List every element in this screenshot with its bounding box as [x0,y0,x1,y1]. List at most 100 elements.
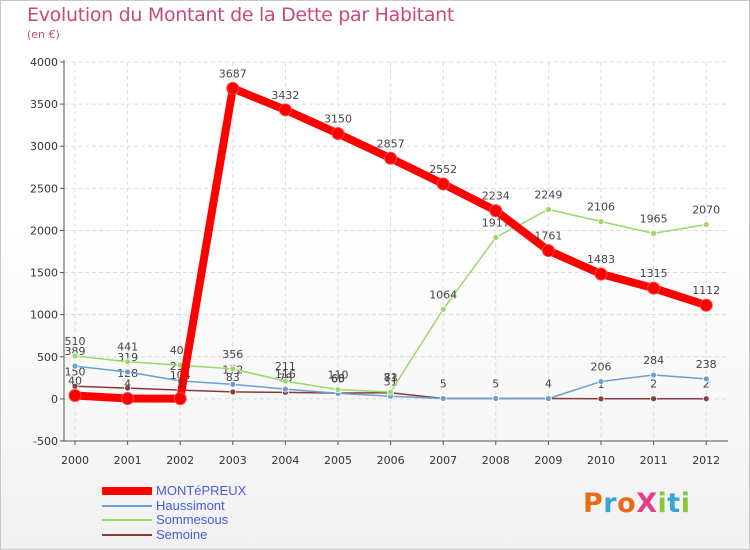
legend-item-montepreux: MONTéPREUX [102,484,246,499]
data-label: 284 [643,354,664,367]
logo-letter: o [617,488,637,519]
data-point [597,218,605,225]
legend-label-sommesous: Sommesous [156,512,229,528]
data-label: 5 [492,377,499,390]
data-label: 1761 [534,230,562,243]
data-point [647,281,661,295]
data-label: 65 [331,372,345,385]
legend: MONTéPREUX Haussimont Sommesous Semoine [102,484,246,542]
data-point [439,305,447,313]
data-label: 2 [650,378,657,391]
data-label: 4 [545,378,552,391]
data-label: 1315 [640,267,668,280]
logo-letter: t [667,488,681,519]
legend-item-haussimont: Haussimont [102,497,246,514]
x-tick-label: 2003 [219,454,247,467]
data-point [594,267,608,281]
data-point [702,221,710,228]
data-point [597,378,605,385]
data-point [124,368,131,376]
chart-subtitle: (en €) [27,28,60,41]
data-label: 3687 [219,67,247,80]
data-point [281,385,289,393]
x-tick-label: 2010 [587,454,615,467]
data-point [702,375,710,383]
y-tick-label: 2500 [30,182,58,195]
data-label: 2857 [377,137,405,150]
data-point [545,206,552,213]
data-label: 4 [124,378,131,391]
data-point [278,103,292,117]
x-tick-label: 2011 [640,454,668,467]
data-point [71,362,79,370]
data-label: 510 [65,335,86,348]
data-label: 356 [222,348,243,361]
series-mont-preux: 40 4 3368734323150285725522234176114831315… [68,67,720,406]
data-point [281,377,289,385]
x-tick-label: 2004 [271,454,299,467]
data-label: 116 [275,368,296,381]
legend-swatch-semoine [102,533,152,536]
x-tick-label: 2005 [324,454,352,467]
data-point [436,177,450,191]
data-label: 3432 [271,89,299,102]
legend-label-haussimont: Haussimont [156,497,225,513]
legend-item-sommesous: Sommesous [102,513,246,528]
data-point [545,395,552,402]
data-label: 2 [703,378,710,391]
data-label: 110 [328,369,349,382]
data-point [229,365,237,373]
data-point [492,234,500,241]
data-label: 441 [117,341,138,354]
x-tick-label: 2012 [692,454,720,467]
data-point [229,381,237,388]
data-point [68,389,82,403]
data-point [384,151,398,165]
data-label: 1064 [429,288,457,301]
data-point [541,244,555,258]
y-tick-label: 2000 [30,224,58,237]
data-label: 83 [226,371,240,384]
x-tick-label: 2001 [114,454,142,467]
data-point [650,395,657,403]
data-point [173,392,187,406]
data-point [229,388,237,396]
y-tick-label: 0 [51,393,58,406]
y-tick-label: 3000 [30,140,58,153]
data-label: 1483 [587,253,615,266]
x-tick-label: 2000 [61,454,89,467]
y-tick-label: 4000 [30,56,58,69]
data-point [650,371,657,379]
data-point [334,386,342,394]
data-label: 389 [65,345,86,358]
data-label: 2106 [587,201,615,214]
data-point [226,81,240,95]
data-label: 238 [696,358,717,371]
legend-swatch-montepreux [102,487,152,496]
legend-swatch-haussimont [102,504,152,507]
x-tick-label: 2002 [166,454,194,467]
y-tick-label: 1500 [30,267,58,280]
data-point [439,395,447,402]
data-point [699,298,713,312]
x-tick-label: 2009 [534,454,562,467]
x-tick-label: 2008 [482,454,510,467]
data-label: 3150 [324,113,352,126]
data-point [702,395,710,403]
data-label: 211 [275,360,296,373]
legend-label-semoine: Semoine [156,526,208,542]
data-point [71,352,79,360]
data-label: 73 [384,372,398,385]
y-tick-label: 1000 [30,309,58,322]
data-point [387,388,395,396]
proxiti-logo: ProXiti [583,488,690,519]
logo-letter: i [680,488,691,519]
data-point [492,395,500,402]
data-label: 5 [440,377,447,390]
data-label: 150 [65,365,86,378]
logo-letter: i [657,488,668,519]
data-point [650,229,657,237]
data-label: 2234 [482,190,510,203]
data-label: 2070 [692,204,720,217]
